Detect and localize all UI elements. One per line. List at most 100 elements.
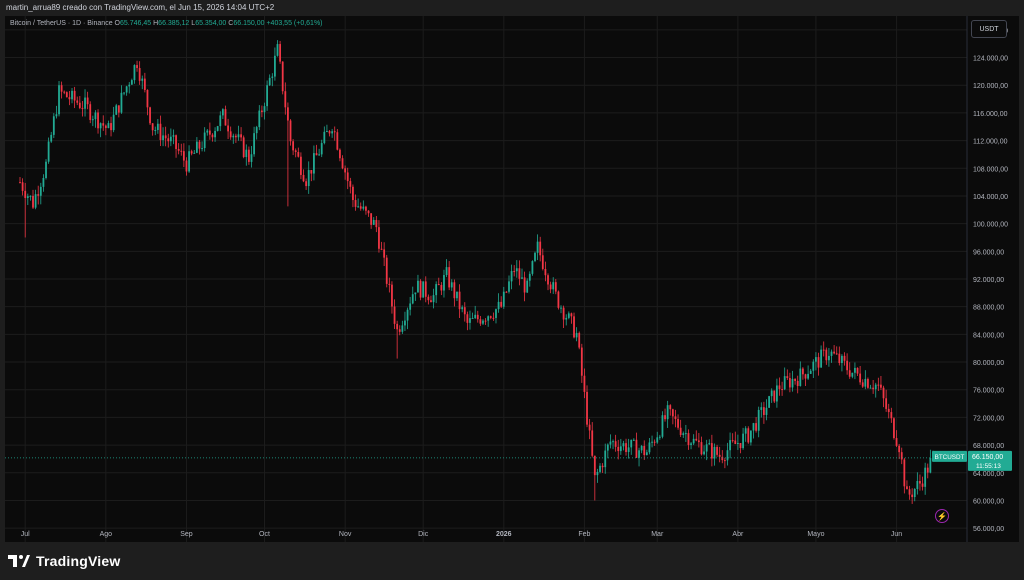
candle-body: [752, 423, 755, 431]
candle-body: [586, 391, 588, 425]
candle-body: [310, 170, 313, 174]
candle-body: [159, 123, 162, 141]
candle-body: [869, 387, 872, 389]
candle-body: [625, 443, 627, 452]
candle-body: [612, 441, 614, 443]
time-tick-label: Sep: [180, 531, 193, 538]
candle-body: [362, 206, 365, 209]
candle-body: [456, 291, 458, 299]
candle-body: [307, 170, 310, 187]
open-value: 65.746,45: [120, 20, 152, 27]
candle-body: [180, 150, 183, 152]
candle-body: [385, 257, 388, 284]
candle-body: [211, 134, 214, 138]
candle-body: [76, 100, 79, 103]
time-tick-label: Feb: [578, 531, 590, 538]
candle-body: [697, 440, 700, 443]
candle-body: [734, 440, 737, 444]
candle-body: [583, 375, 586, 392]
candle-body: [682, 433, 685, 435]
low-value: 65.354,00: [195, 20, 227, 27]
candle-body: [411, 294, 414, 304]
candle-body: [874, 384, 877, 390]
candle-body: [391, 284, 393, 307]
lightning-icon[interactable]: ⚡: [935, 509, 949, 523]
chart-panel[interactable]: 128.000,00124.000,00120.000,00116.000,00…: [5, 16, 1019, 542]
candle-body: [195, 141, 198, 153]
candle-body: [208, 130, 211, 135]
candle-body: [409, 303, 412, 310]
candle-body: [729, 440, 731, 451]
candle-body: [877, 384, 880, 386]
candle-body: [872, 387, 875, 390]
candle-body: [476, 314, 479, 320]
candle-body: [164, 135, 167, 139]
candle-body: [749, 430, 752, 443]
candle-body: [149, 107, 151, 124]
candle-body: [305, 181, 308, 187]
candle-body: [604, 450, 607, 468]
candle-body: [172, 135, 175, 137]
candle-body: [117, 105, 120, 113]
candle-body: [437, 284, 440, 286]
candle-body: [201, 148, 203, 150]
candle-body: [895, 438, 898, 446]
candle-body: [528, 273, 531, 281]
candle-body: [24, 190, 27, 198]
candle-body: [885, 398, 888, 409]
candle-body: [81, 107, 84, 109]
price-badge-bg: [968, 450, 1012, 471]
candle-body: [505, 291, 508, 293]
candle-body: [913, 488, 916, 498]
candle-body: [443, 275, 445, 291]
candle-body: [640, 445, 643, 451]
candle-body: [19, 182, 21, 184]
time-tick-label: Mar: [651, 531, 664, 538]
candle-body: [580, 347, 583, 376]
candle-body: [765, 407, 768, 415]
candle-body: [661, 415, 664, 437]
candle-body: [240, 134, 242, 138]
candle-body: [573, 316, 575, 338]
price-tick-label: 84.000,00: [973, 332, 1004, 339]
candle-body: [708, 443, 711, 445]
candle-body: [380, 248, 383, 250]
price-tick-label: 88.000,00: [973, 305, 1004, 312]
candle-body: [531, 261, 534, 274]
candle-body: [674, 416, 677, 420]
candle-body: [794, 378, 797, 381]
candle-body: [292, 141, 295, 151]
price-badge-value: 66.150,00: [972, 454, 1003, 461]
candle-body: [146, 89, 149, 108]
candle-body: [760, 407, 763, 410]
candle-body: [42, 178, 45, 187]
candle-body: [828, 355, 830, 361]
candle-body: [703, 451, 705, 455]
candle-body: [367, 210, 370, 214]
candle-body: [115, 105, 118, 115]
candle-body: [773, 390, 776, 402]
candle-body: [534, 252, 536, 262]
candle-body: [578, 332, 581, 348]
candle-body: [242, 137, 245, 158]
candle-body: [536, 241, 539, 253]
candle-body: [315, 153, 318, 156]
candle-body: [856, 367, 859, 374]
candle-body: [445, 267, 448, 276]
candle-body: [596, 471, 599, 476]
candle-body: [245, 149, 248, 158]
candle-body: [601, 465, 604, 468]
candle-body: [268, 77, 271, 86]
candle-body: [260, 110, 263, 113]
candle-body: [318, 154, 321, 156]
price-tick-label: 56.000,00: [973, 526, 1004, 533]
currency-button[interactable]: USDT: [971, 20, 1007, 38]
candlestick-chart[interactable]: 128.000,00124.000,00120.000,00116.000,00…: [5, 16, 1019, 542]
candle-body: [778, 385, 781, 389]
candle-body: [372, 219, 375, 225]
price-tick-label: 60.000,00: [973, 498, 1004, 505]
candle-body: [359, 206, 362, 209]
price-tick-label: 64.000,00: [973, 471, 1004, 478]
candle-body: [151, 123, 154, 131]
tradingview-logo-icon: [8, 555, 30, 567]
